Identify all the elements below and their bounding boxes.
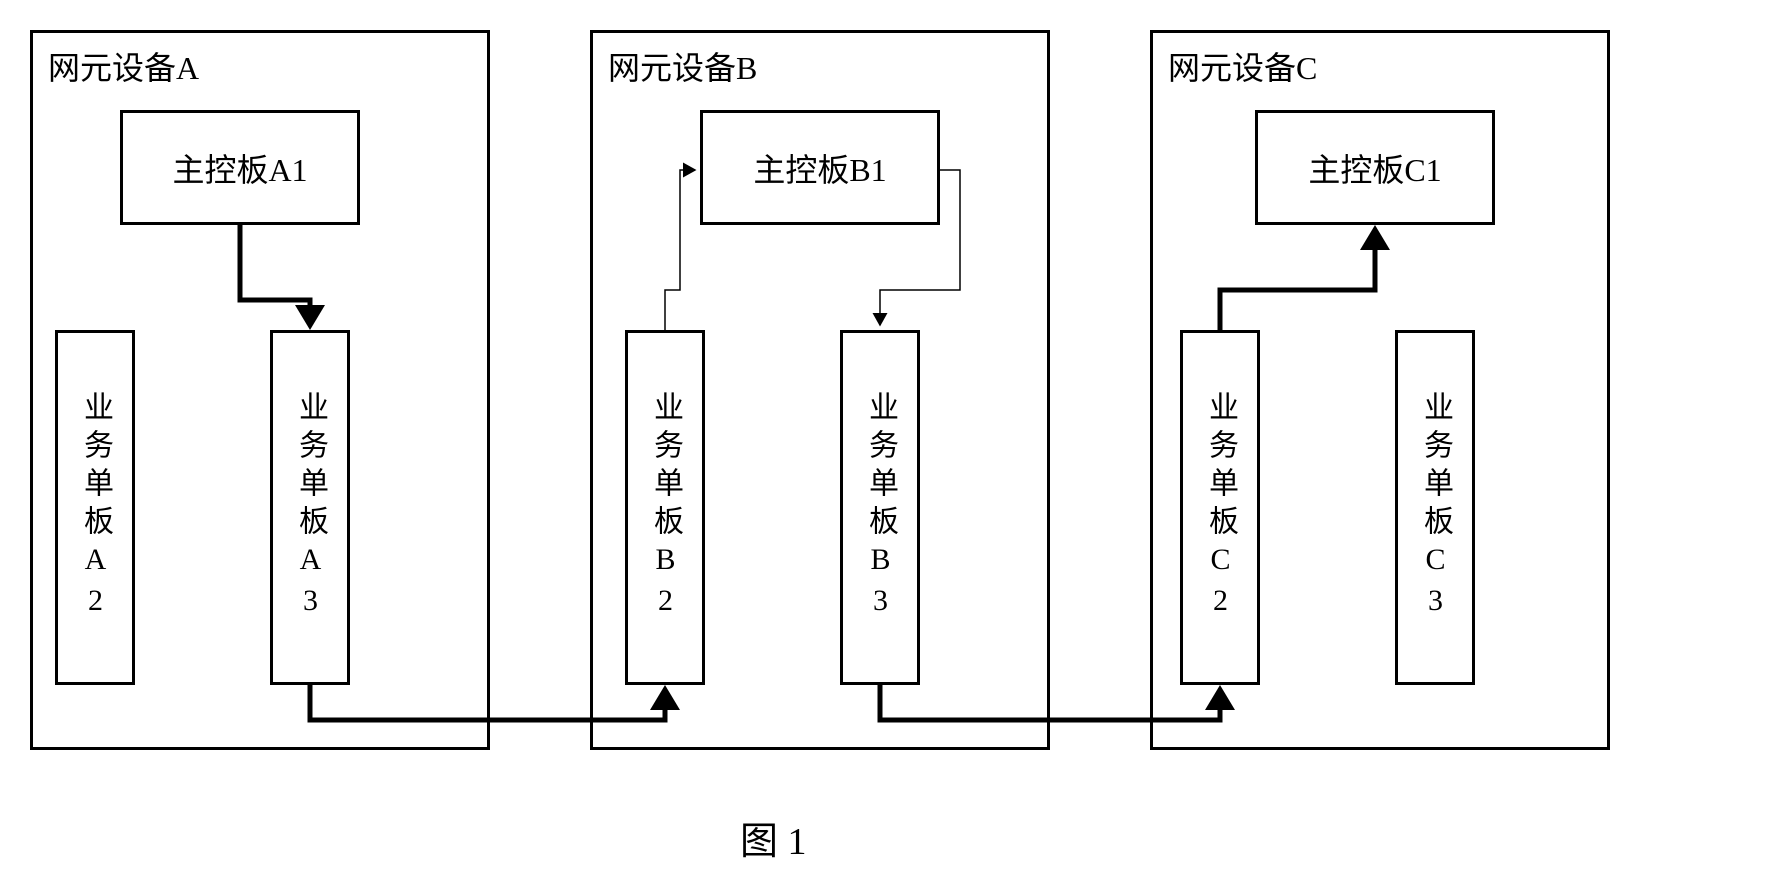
figure-label: 图 1	[740, 810, 807, 865]
service-board-b3: 业务单板B3	[840, 330, 920, 685]
service-board-a2-label: 业务单板A2	[73, 391, 117, 625]
service-board-b2-label: 业务单板B2	[643, 391, 687, 625]
main-control-a1: 主控板A1	[120, 110, 360, 225]
service-board-a3: 业务单板A3	[270, 330, 350, 685]
service-board-a3-label: 业务单板A3	[288, 391, 332, 625]
device-b-label: 网元设备B	[608, 43, 757, 89]
device-a-label: 网元设备A	[48, 43, 199, 89]
service-board-b3-label: 业务单板B3	[858, 391, 902, 625]
main-control-b1-label: 主控板B1	[753, 145, 886, 191]
service-board-b2: 业务单板B2	[625, 330, 705, 685]
main-control-b1: 主控板B1	[700, 110, 940, 225]
main-control-c1-label: 主控板C1	[1308, 145, 1441, 191]
service-board-c2: 业务单板C2	[1180, 330, 1260, 685]
service-board-c3-label: 业务单板C3	[1413, 391, 1457, 625]
service-board-a2: 业务单板A2	[55, 330, 135, 685]
device-c-label: 网元设备C	[1168, 43, 1317, 89]
diagram-container: 网元设备A 主控板A1 业务单板A2 业务单板A3 网元设备B 主控板B1 业务…	[0, 0, 1792, 886]
main-control-a1-label: 主控板A1	[172, 145, 307, 191]
service-board-c2-label: 业务单板C2	[1198, 391, 1242, 625]
main-control-c1: 主控板C1	[1255, 110, 1495, 225]
service-board-c3: 业务单板C3	[1395, 330, 1475, 685]
